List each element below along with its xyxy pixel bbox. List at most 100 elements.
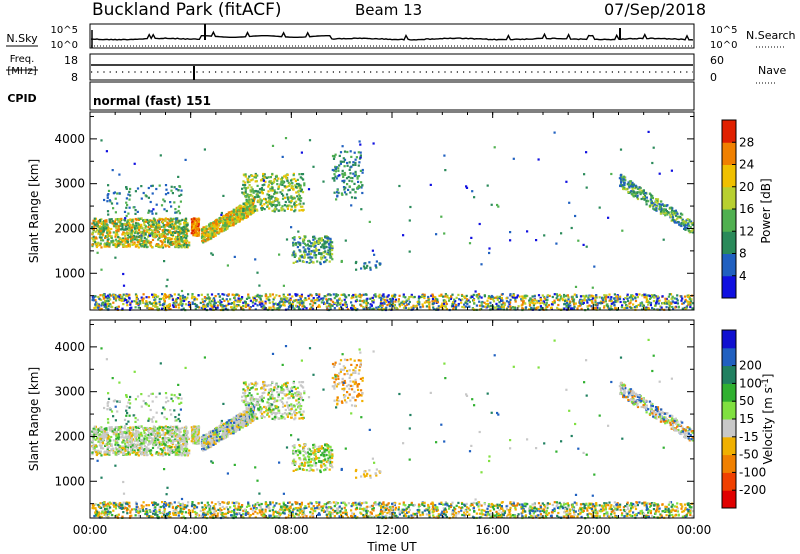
echo-cell [341,179,344,183]
echo-cell [120,425,123,428]
echo-cell [319,262,322,266]
echo-cell [325,305,328,308]
echo-cell [120,222,123,226]
echo-cell [175,188,178,191]
echo-cell [241,213,244,216]
echo-cell [308,139,312,142]
echo-cell [179,427,182,430]
echo-cell [293,197,296,200]
echo-cell [100,268,103,271]
echo-cell [151,293,154,296]
echo-cell [644,294,648,297]
echo-cell [94,303,97,306]
echo-cell [380,308,383,311]
echo-cell [125,227,128,230]
echo-cell [99,242,102,245]
echo-cell [282,284,285,287]
echo-cell [156,441,159,444]
echo-cell [673,220,676,223]
echo-cell [267,298,270,302]
echo-cell [277,201,280,204]
echo-cell [542,300,545,303]
echo-cell [121,238,124,242]
echo-cell [221,297,224,300]
echo-cell [454,307,457,310]
echo-cell [683,227,686,230]
echo-cell [682,302,685,305]
echo-cell [221,222,224,225]
power-ylabel: Slant Range [km] [27,159,41,263]
echo-cell [198,306,201,309]
echo-cell [647,303,650,306]
echo-cell [211,229,214,232]
echo-cell [432,302,435,305]
echo-cell [252,202,255,205]
echo-cell [232,224,235,227]
echo-cell [220,213,223,216]
echo-cell [616,298,619,301]
echo-cell [179,243,183,246]
echo-cell [323,242,326,245]
echo-cell [567,305,570,308]
echo-cell [245,200,248,203]
echo-cell [94,223,97,226]
echo-cell [164,232,167,235]
echo-cell [629,185,632,188]
echo-cell [127,221,130,224]
echo-cell [432,308,436,311]
echo-cell [176,225,179,228]
echo-cell [653,294,656,297]
echo-cell [103,305,106,308]
echo-cell [244,190,247,193]
echo-cell [267,176,270,179]
echo-cell [209,227,212,230]
echo-cell [349,172,352,175]
echo-cell [607,216,610,219]
echo-cell [150,245,153,249]
echo-cell [301,209,304,212]
echo-cell [288,196,291,199]
echo-cell [497,205,500,208]
echo-cell [195,298,199,301]
echo-cell [151,220,154,223]
echo-cell [627,299,630,303]
echo-cell [99,307,102,311]
echo-cell [247,179,250,182]
echo-cell [681,302,684,305]
echo-cell [227,221,230,224]
echo-cell [230,210,233,213]
echo-cell [179,298,182,301]
echo-cell [297,197,300,200]
echo-cell [386,295,389,298]
echo-cell [289,298,292,302]
echo-cell [489,304,492,307]
echo-cell [650,201,654,204]
echo-cell [611,308,614,311]
echo-cell [651,204,654,207]
echo-cell [351,304,354,307]
echo-cell [292,174,295,177]
echo-cell [308,240,311,243]
echo-cell [300,188,303,191]
echo-cell [209,229,212,232]
echo-cell [106,196,109,199]
echo-cell [303,253,307,256]
echo-cell [362,306,365,309]
echo-cell [126,231,129,234]
echo-cell [226,215,230,218]
echo-cell [648,297,652,300]
echo-cell [110,443,113,446]
echo-cell [638,188,641,191]
echo-cell [291,197,294,200]
echo-cell [138,227,141,230]
echo-cell [126,238,129,241]
echo-cell [145,195,148,198]
echo-cell [351,307,354,310]
echo-cell [237,218,240,221]
echo-cell [582,243,585,246]
echo-cell [107,299,110,302]
echo-cell [146,304,149,307]
echo-cell [501,293,504,296]
echo-cell [337,167,340,170]
